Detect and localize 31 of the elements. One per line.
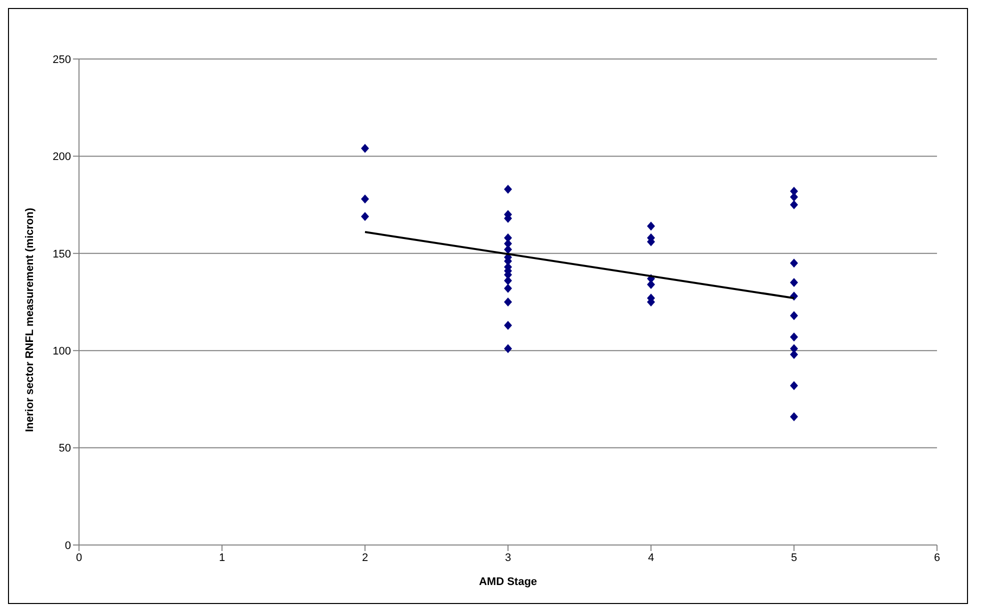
- point: [790, 311, 798, 320]
- x-axis-title: AMD Stage: [478, 576, 538, 588]
- y-tick-label: 200: [52, 151, 71, 164]
- x-tick-label: 6: [934, 552, 940, 564]
- point: [790, 412, 798, 422]
- point: [790, 278, 798, 288]
- y-tick-label: 250: [52, 54, 71, 66]
- point: [504, 184, 512, 194]
- x-tick-label: 5: [790, 552, 798, 564]
- point: [790, 258, 798, 268]
- point: [361, 194, 369, 204]
- y-tick-label: 0: [64, 540, 71, 552]
- point: [790, 200, 798, 210]
- x-tick-label: 0: [76, 552, 82, 564]
- y-tick-label: 50: [58, 442, 71, 455]
- point: [361, 212, 369, 221]
- point: [790, 381, 798, 390]
- point: [504, 344, 512, 354]
- point: [504, 320, 512, 330]
- x-tick-label: 2: [362, 552, 368, 564]
- x-tick-label: 1: [218, 552, 226, 564]
- x-tick-label: 4: [648, 552, 654, 564]
- point: [361, 144, 369, 153]
- point: [504, 284, 512, 293]
- y-tick-label: 150: [52, 248, 71, 260]
- point: [647, 222, 655, 231]
- y-tick-label: 100: [52, 346, 71, 358]
- point: [504, 298, 512, 306]
- x-tick-label: 3: [504, 552, 512, 564]
- y-axis-title: Inerior sector RNFL measurement (micron): [24, 208, 36, 432]
- point: [790, 332, 798, 342]
